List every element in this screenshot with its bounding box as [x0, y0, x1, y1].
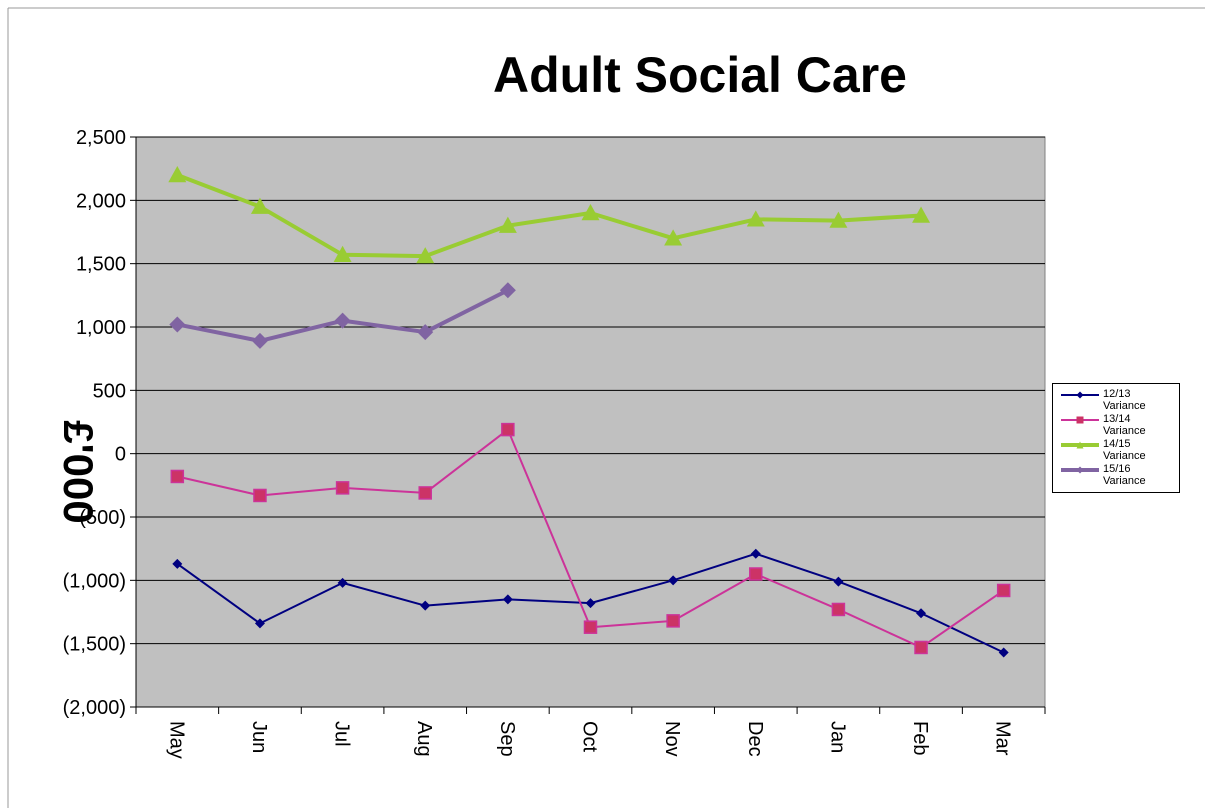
x-tick-label: Jun [248, 721, 270, 753]
legend-entry: 15/16 Variance [1053, 463, 1179, 487]
legend-marker [1076, 391, 1084, 399]
legend-swatch [1061, 466, 1099, 474]
y-tick-label: 0 [115, 444, 126, 466]
marker [998, 647, 1009, 658]
x-tick-label: Jan [826, 721, 848, 753]
x-tick-label: Jul [331, 721, 353, 747]
marker [168, 166, 187, 183]
marker [585, 598, 596, 609]
marker [335, 481, 350, 495]
x-tick-label: Sep [496, 721, 518, 757]
y-tick-label: 2,000 [76, 190, 126, 212]
legend-marker [1076, 416, 1084, 424]
x-tick-label: May [165, 721, 187, 759]
marker [501, 422, 515, 437]
marker [746, 210, 765, 227]
marker [253, 488, 267, 503]
marker [666, 614, 680, 628]
marker [420, 600, 431, 611]
legend-entry: 14/15 Variance [1053, 438, 1179, 462]
y-tick-label: (1,500) [63, 634, 126, 656]
marker [749, 567, 763, 581]
y-tick-label: (2,000) [63, 697, 126, 719]
x-tick-label: Mar [992, 721, 1014, 756]
y-tick-label: 2,500 [76, 127, 126, 149]
marker [498, 216, 517, 233]
y-tick-label: (500) [79, 507, 126, 529]
marker [172, 558, 183, 569]
marker [996, 583, 1011, 598]
x-tick-label: Aug [413, 721, 435, 757]
legend-entry: 13/14 Variance [1053, 413, 1179, 437]
marker [750, 548, 761, 559]
legend-marker [1076, 466, 1084, 474]
x-tick-label: Nov [661, 721, 683, 757]
marker [337, 577, 348, 588]
marker [831, 602, 846, 617]
series-line [176, 173, 922, 259]
marker [583, 620, 598, 634]
marker [502, 594, 513, 605]
legend-label: 14/15 Variance [1103, 438, 1146, 462]
legend-entry: 12/13 Variance [1053, 388, 1179, 412]
legend-swatch [1061, 441, 1099, 449]
marker [581, 204, 600, 221]
marker [417, 324, 434, 341]
plot-area [135, 136, 1046, 708]
y-tick-label: 500 [93, 380, 126, 402]
x-tick-label: Dec [744, 721, 766, 757]
marker [170, 469, 185, 484]
legend-label: 13/14 Variance [1103, 413, 1146, 437]
marker [833, 576, 844, 587]
marker [499, 282, 516, 299]
marker [664, 229, 683, 246]
x-tick-label: Oct [579, 721, 601, 753]
marker [668, 575, 679, 586]
marker [250, 197, 269, 214]
marker [418, 486, 432, 500]
y-tick-label: 1,500 [76, 254, 126, 276]
marker [334, 312, 351, 329]
marker [416, 247, 435, 264]
chart-title: Adult Social Care [493, 47, 907, 103]
marker [254, 618, 265, 629]
marker [169, 316, 186, 333]
y-tick-label: 1,000 [76, 317, 126, 339]
legend-label: 12/13 Variance [1103, 388, 1146, 412]
legend-swatch [1061, 391, 1099, 399]
legend-label: 15/16 Variance [1103, 463, 1146, 487]
legend: 12/13 Variance 13/14 Variance 14/15 Varian… [1052, 383, 1180, 493]
x-tick-label: Feb [909, 721, 931, 755]
legend-swatch [1061, 416, 1099, 424]
marker [914, 640, 928, 655]
legend-marker [1076, 441, 1084, 449]
marker [912, 206, 931, 223]
marker [916, 608, 927, 619]
y-tick-label: (1,000) [63, 570, 126, 592]
marker [829, 211, 848, 228]
y-axis-label: £'000 [55, 420, 102, 523]
marker [251, 332, 268, 349]
marker [333, 245, 352, 262]
